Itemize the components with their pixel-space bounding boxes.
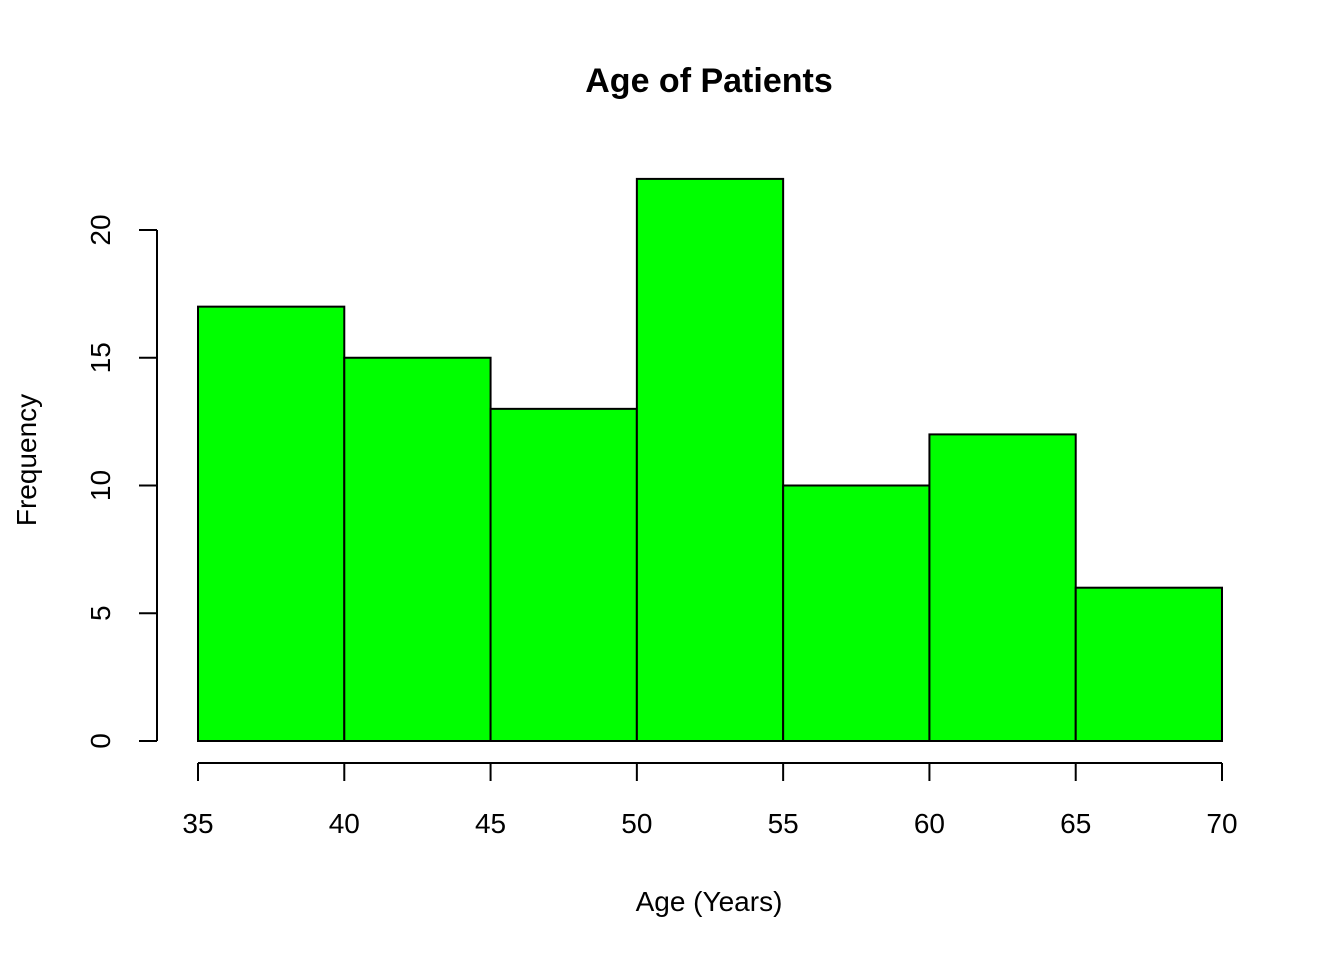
y-tick-label-0: 0 bbox=[85, 733, 116, 749]
histogram-bar-60-65 bbox=[928, 433, 1077, 742]
y-tick-label-10: 10 bbox=[85, 470, 116, 501]
x-tick-label-60: 60 bbox=[914, 808, 945, 839]
x-tick-label-35: 35 bbox=[182, 808, 213, 839]
chart-title: Age of Patients bbox=[585, 62, 832, 100]
x-tick-label-50: 50 bbox=[621, 808, 652, 839]
bars-group bbox=[197, 177, 1223, 743]
x-tick-label-70: 70 bbox=[1206, 808, 1237, 839]
x-tick-label-65: 65 bbox=[1060, 808, 1091, 839]
y-tick-label-20: 20 bbox=[85, 214, 116, 245]
x-axis: 35 40 45 50 55 60 65 70 bbox=[182, 762, 1238, 839]
y-tick-label-5: 5 bbox=[85, 605, 116, 621]
x-tick-label-45: 45 bbox=[475, 808, 506, 839]
x-axis-label: Age (Years) bbox=[636, 886, 783, 917]
y-axis-label: Frequency bbox=[11, 394, 42, 526]
y-axis: 0 5 10 15 20 bbox=[85, 214, 158, 749]
x-tick-label-55: 55 bbox=[768, 808, 799, 839]
histogram-bar-35-40 bbox=[197, 305, 346, 742]
x-tick-label-40: 40 bbox=[329, 808, 360, 839]
histogram-bar-45-50 bbox=[489, 407, 638, 742]
histogram-bar-50-55 bbox=[635, 177, 785, 742]
histogram-bar-40-45 bbox=[343, 356, 492, 742]
y-tick-label-15: 15 bbox=[85, 342, 116, 373]
histogram-bar-65-70 bbox=[1074, 586, 1223, 743]
histogram-bar-55-60 bbox=[782, 484, 931, 742]
